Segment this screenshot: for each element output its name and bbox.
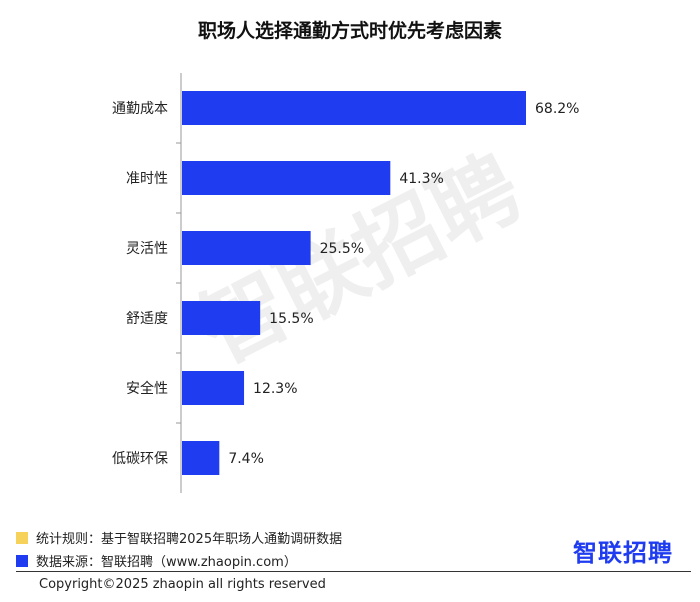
footnote-source: 数据来源：智联招聘（www.zhaopin.com）: [16, 551, 297, 570]
category-label: 舒适度: [126, 311, 168, 327]
zhaopin-logo: 智联招聘: [573, 539, 673, 567]
value-label: 12.3%: [253, 381, 297, 397]
bar: [182, 161, 391, 195]
rule-swatch: [16, 532, 28, 544]
source-swatch: [16, 555, 28, 567]
footnote-rule-text: 统计规则：基于智联招聘2025年职场人通勤调研数据: [36, 532, 343, 547]
bar: [182, 301, 261, 335]
value-label: 7.4%: [228, 451, 264, 467]
category-label: 安全性: [126, 380, 168, 397]
bar: [182, 441, 220, 475]
footer-divider: [16, 571, 691, 572]
copyright-text: Copyright©2025 zhaopin all rights reserv…: [39, 577, 326, 592]
bar: [182, 91, 526, 125]
bar: [182, 231, 311, 265]
value-label: 15.5%: [269, 311, 313, 327]
bar-chart: 通勤成本 68.2% 准时性 41.3% 灵活性 25.5% 舒适度 15.5% 安全性 12.3…: [112, 73, 579, 493]
value-label: 68.2%: [535, 101, 579, 117]
bar: [182, 371, 245, 405]
value-label: 41.3%: [399, 171, 443, 187]
footnote-source-text: 数据来源：智联招聘（www.zhaopin.com）: [36, 555, 297, 570]
category-label: 通勤成本: [112, 101, 168, 117]
value-label: 25.5%: [320, 241, 364, 257]
category-label: 灵活性: [126, 241, 168, 257]
chart-title: 职场人选择通勤方式时优先考虑因素: [197, 20, 502, 42]
footnote-rule: 统计规则：基于智联招聘2025年职场人通勤调研数据: [16, 528, 342, 547]
category-label: 低碳环保: [112, 451, 168, 467]
category-label: 准时性: [126, 171, 168, 187]
